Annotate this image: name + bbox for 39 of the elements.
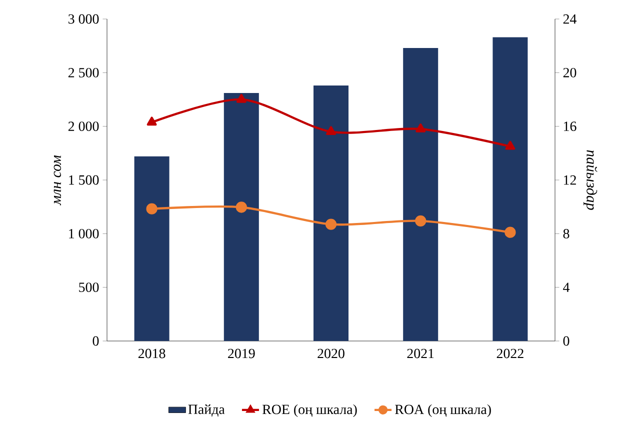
point bbox=[325, 218, 337, 230]
point bbox=[326, 126, 336, 136]
point bbox=[415, 215, 426, 226]
y2-tick-label: 24 bbox=[563, 14, 577, 24]
y-tick-label: 500 bbox=[79, 282, 99, 292]
x-tick-label: 2022 bbox=[496, 348, 524, 358]
y2-tick-label: 4 bbox=[563, 282, 570, 292]
y-tick-label: 0 bbox=[92, 336, 99, 346]
point bbox=[146, 116, 157, 126]
x-tick-label: 2020 bbox=[318, 348, 344, 358]
y-tick-label: 2 000 bbox=[68, 122, 99, 132]
point bbox=[416, 123, 426, 132]
legend-label: ROA (оң шкала) bbox=[395, 404, 491, 417]
y-axis-title: млн сом bbox=[54, 155, 61, 206]
y2-tick-label: 0 bbox=[563, 336, 570, 346]
y2-tick-label: 12 bbox=[564, 175, 576, 185]
x-tick-label: 2021 bbox=[407, 348, 434, 358]
bar bbox=[492, 37, 528, 341]
y2-tick-label: 8 bbox=[563, 228, 570, 238]
y-tick-label: 1 500 bbox=[69, 175, 99, 185]
point bbox=[236, 94, 246, 103]
bar bbox=[403, 48, 438, 341]
x-tick-label: 2018 bbox=[138, 348, 166, 358]
legend-label: Пайда bbox=[188, 404, 225, 417]
y2-axis-title: пайыздар bbox=[584, 150, 598, 210]
y-tick-label: 1 000 bbox=[69, 228, 99, 238]
legend-label: ROE (оң шкала) bbox=[262, 404, 357, 417]
bar bbox=[314, 86, 349, 341]
bar bbox=[134, 156, 170, 341]
point bbox=[146, 203, 158, 214]
y2-tick-label: 16 bbox=[564, 122, 576, 132]
y2-tick-label: 20 bbox=[563, 68, 576, 78]
y-tick-label: 2 500 bbox=[68, 68, 99, 78]
point bbox=[505, 140, 516, 150]
point bbox=[504, 226, 516, 238]
y-tick-label: 3 000 bbox=[68, 14, 99, 24]
point bbox=[236, 202, 247, 213]
x-tick-label: 2019 bbox=[228, 348, 255, 358]
bar bbox=[224, 93, 259, 341]
